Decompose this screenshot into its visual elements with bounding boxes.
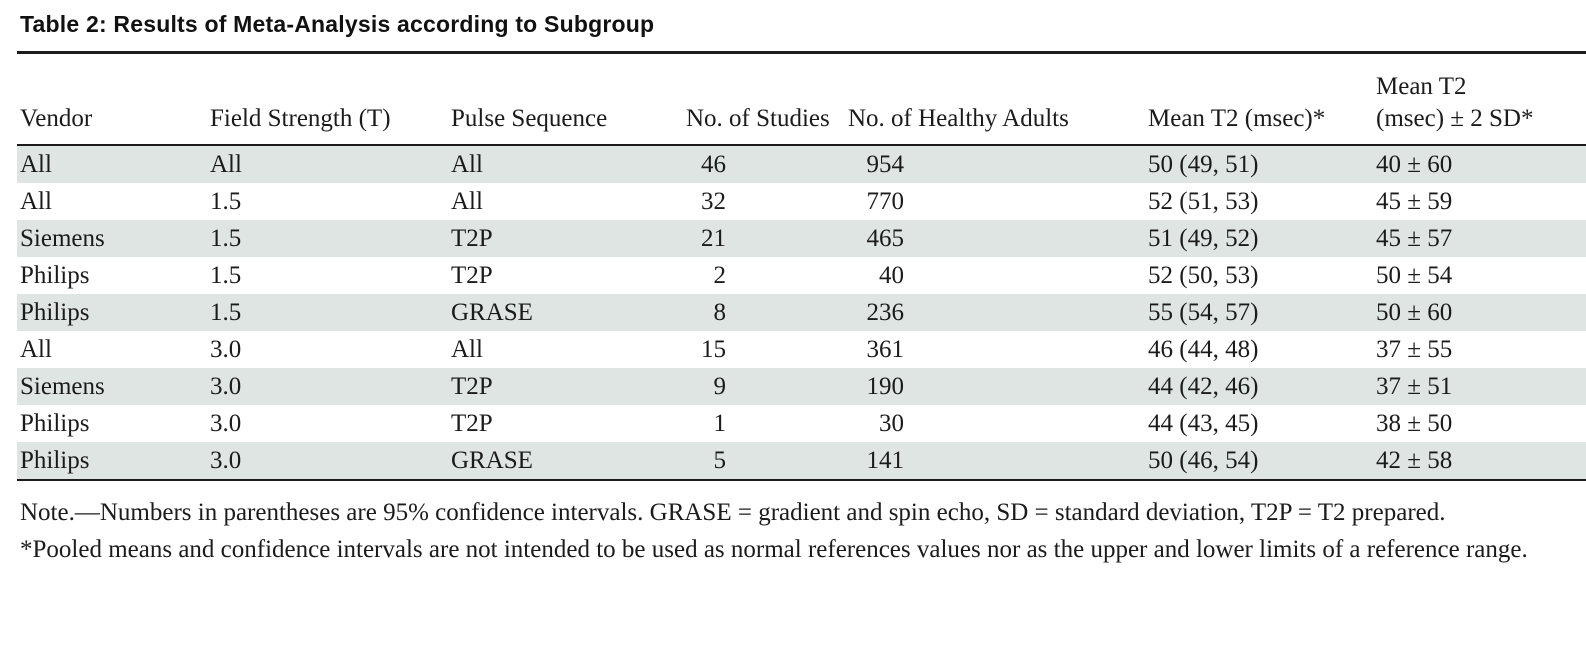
cell-mean-t2-2sd: 45 ± 59 bbox=[1376, 187, 1453, 215]
cell-vendor: All bbox=[20, 335, 52, 363]
cell-pulse-sequence: T2P bbox=[451, 372, 493, 400]
table-footnotes: Note.—Numbers in parentheses are 95% con… bbox=[17, 494, 1569, 569]
cell-no-of-studies: 2 bbox=[713, 261, 727, 289]
table-header-row: Vendor Field Strength (T) Pulse Sequence… bbox=[17, 52, 1586, 146]
table-row: All All All 46 954 50 (49, 51) 40 ± 60 bbox=[17, 144, 1586, 183]
column-header-vendor: Vendor bbox=[17, 52, 207, 146]
cell-field-strength: 1.5 bbox=[210, 224, 242, 252]
cell-field-strength: 1.5 bbox=[210, 261, 242, 289]
cell-pulse-sequence: GRASE bbox=[451, 446, 533, 474]
cell-vendor: Philips bbox=[20, 409, 90, 437]
cell-mean-t2: 50 (46, 54) bbox=[1148, 446, 1259, 474]
column-header-field-strength: Field Strength (T) bbox=[207, 52, 448, 146]
column-header-no-of-healthy-adults: No. of Healthy Adults bbox=[845, 52, 1145, 146]
cell-no-of-studies: 15 bbox=[701, 335, 726, 363]
table-title: Table 2: Results of Meta-Analysis accord… bbox=[20, 11, 655, 37]
cell-field-strength: 3.0 bbox=[210, 335, 242, 363]
cell-no-of-studies: 9 bbox=[713, 372, 727, 400]
cell-mean-t2-2sd: 37 ± 51 bbox=[1376, 372, 1453, 400]
cell-no-of-studies: 21 bbox=[701, 224, 726, 252]
table-row: Siemens 3.0 T2P 9 190 44 (42, 46) 37 ± 5… bbox=[17, 367, 1586, 405]
cell-mean-t2-2sd: 45 ± 57 bbox=[1376, 224, 1453, 252]
table-note: Note.—Numbers in parentheses are 95% con… bbox=[20, 498, 1446, 526]
cell-mean-t2-2sd: 40 ± 60 bbox=[1376, 150, 1453, 178]
table-body: All All All 46 954 50 (49, 51) 40 ± 60 A… bbox=[17, 144, 1586, 480]
table-row: All 1.5 All 32 770 52 (51, 53) 45 ± 59 bbox=[17, 183, 1586, 220]
cell-no-of-healthy-adults: 236 bbox=[866, 298, 905, 326]
cell-no-of-healthy-adults: 190 bbox=[866, 372, 905, 400]
cell-vendor: Siemens bbox=[20, 372, 105, 400]
cell-no-of-studies: 46 bbox=[701, 150, 726, 178]
cell-no-of-studies: 32 bbox=[701, 187, 726, 215]
cell-no-of-healthy-adults: 954 bbox=[866, 150, 905, 178]
table-row: Philips 1.5 T2P 2 40 52 (50, 53) 50 ± 54 bbox=[17, 257, 1586, 294]
column-header-mean-t2-2sd: Mean T2 (msec) ± 2 SD* bbox=[1373, 52, 1586, 146]
meta-analysis-table: Vendor Field Strength (T) Pulse Sequence… bbox=[17, 51, 1586, 481]
table-row: Philips 1.5 GRASE 8 236 55 (54, 57) 50 ±… bbox=[17, 293, 1586, 331]
cell-vendor: Siemens bbox=[20, 224, 105, 252]
cell-field-strength: 3.0 bbox=[210, 446, 242, 474]
cell-vendor: All bbox=[20, 187, 52, 215]
cell-vendor: Philips bbox=[20, 298, 90, 326]
cell-mean-t2: 44 (42, 46) bbox=[1148, 372, 1259, 400]
cell-no-of-healthy-adults: 40 bbox=[879, 261, 904, 289]
cell-no-of-healthy-adults: 30 bbox=[879, 409, 904, 437]
cell-pulse-sequence: All bbox=[451, 187, 483, 215]
cell-field-strength: 3.0 bbox=[210, 409, 242, 437]
cell-mean-t2: 52 (50, 53) bbox=[1148, 261, 1259, 289]
cell-no-of-healthy-adults: 141 bbox=[866, 446, 905, 474]
column-header-no-of-studies: No. of Studies bbox=[683, 52, 845, 146]
cell-pulse-sequence: T2P bbox=[451, 224, 493, 252]
table-row: Siemens 1.5 T2P 21 465 51 (49, 52) 45 ± … bbox=[17, 219, 1586, 257]
cell-mean-t2-2sd: 38 ± 50 bbox=[1376, 409, 1453, 437]
cell-field-strength: 3.0 bbox=[210, 372, 242, 400]
cell-pulse-sequence: T2P bbox=[451, 409, 493, 437]
cell-no-of-healthy-adults: 465 bbox=[866, 224, 905, 252]
cell-pulse-sequence: GRASE bbox=[451, 298, 533, 326]
cell-vendor: All bbox=[20, 150, 52, 178]
table-row: Philips 3.0 T2P 1 30 44 (43, 45) 38 ± 50 bbox=[17, 405, 1586, 442]
column-header-pulse-sequence: Pulse Sequence bbox=[448, 52, 683, 146]
table-row: All 3.0 All 15 361 46 (44, 48) 37 ± 55 bbox=[17, 331, 1586, 368]
cell-no-of-studies: 8 bbox=[713, 298, 727, 326]
cell-mean-t2: 50 (49, 51) bbox=[1148, 150, 1259, 178]
column-header-mean-t2-2sd-line1: Mean T2 bbox=[1376, 72, 1467, 100]
table-footnote-asterisk: *Pooled means and confidence intervals a… bbox=[20, 536, 1528, 563]
cell-pulse-sequence: T2P bbox=[451, 261, 493, 289]
cell-mean-t2: 52 (51, 53) bbox=[1148, 187, 1259, 215]
cell-mean-t2-2sd: 50 ± 60 bbox=[1376, 298, 1453, 326]
column-header-mean-t2-2sd-line2: (msec) ± 2 SD* bbox=[1376, 104, 1534, 132]
cell-pulse-sequence: All bbox=[451, 335, 483, 363]
cell-no-of-studies: 5 bbox=[713, 446, 727, 474]
cell-field-strength: 1.5 bbox=[210, 298, 242, 326]
cell-field-strength: 1.5 bbox=[210, 187, 242, 215]
cell-mean-t2: 55 (54, 57) bbox=[1148, 298, 1259, 326]
cell-mean-t2: 46 (44, 48) bbox=[1148, 335, 1259, 363]
cell-mean-t2-2sd: 50 ± 54 bbox=[1376, 261, 1453, 289]
cell-vendor: Philips bbox=[20, 446, 90, 474]
cell-pulse-sequence: All bbox=[451, 150, 483, 178]
cell-vendor: Philips bbox=[20, 261, 90, 289]
cell-mean-t2-2sd: 42 ± 58 bbox=[1376, 446, 1453, 474]
cell-no-of-studies: 1 bbox=[713, 409, 727, 437]
cell-mean-t2: 44 (43, 45) bbox=[1148, 409, 1259, 437]
cell-no-of-healthy-adults: 770 bbox=[866, 187, 905, 215]
cell-no-of-healthy-adults: 361 bbox=[866, 335, 905, 363]
cell-mean-t2-2sd: 37 ± 55 bbox=[1376, 335, 1453, 363]
column-header-mean-t2: Mean T2 (msec)* bbox=[1145, 52, 1373, 146]
cell-mean-t2: 51 (49, 52) bbox=[1148, 224, 1259, 252]
cell-field-strength: All bbox=[210, 150, 242, 178]
table-row: Philips 3.0 GRASE 5 141 50 (46, 54) 42 ±… bbox=[17, 441, 1586, 480]
